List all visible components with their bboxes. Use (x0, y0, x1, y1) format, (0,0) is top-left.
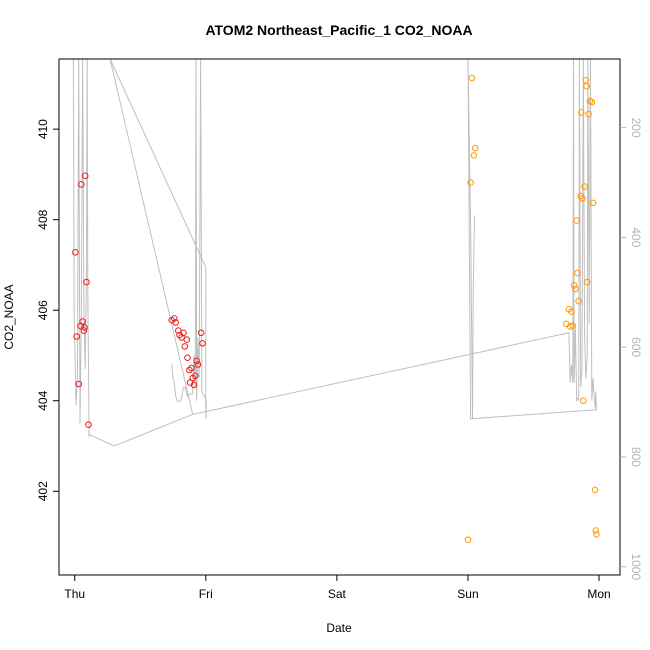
point-series2-25 (588, 98, 596, 106)
point-series2-22 (583, 278, 591, 286)
point-series1-0 (72, 249, 79, 256)
point-series1-21 (186, 366, 193, 374)
point-series1-1 (73, 333, 80, 340)
y2-axis: 200 400 600 800 1000 (620, 118, 643, 580)
y-tick-label-0: 402 (36, 481, 50, 501)
point-series1-29 (197, 329, 205, 337)
point-series1-25 (190, 381, 198, 389)
point-series1-7 (81, 324, 88, 331)
point-series1-5 (79, 318, 86, 325)
point-series2-26 (589, 199, 597, 207)
point-series1-8 (81, 172, 89, 180)
point-series2-17 (579, 195, 586, 202)
point-series2-2 (468, 74, 476, 82)
point-series2-28 (592, 527, 600, 534)
point-series2-0 (464, 536, 472, 544)
y-tick-label-2: 406 (36, 300, 50, 320)
y2-tick-label-3: 800 (629, 447, 643, 467)
point-series1-26 (192, 372, 199, 380)
point-series1-4 (78, 181, 85, 188)
data-points (72, 74, 600, 544)
y-tick-label-3: 408 (36, 209, 50, 229)
point-series2-21 (583, 82, 590, 90)
point-series2-1 (467, 179, 474, 186)
y2-tick-label-0: 200 (629, 118, 643, 138)
point-series2-9 (569, 322, 577, 329)
x-tick-label-4: Mon (587, 587, 610, 601)
point-series1-9 (83, 278, 90, 286)
point-series1-19 (183, 336, 191, 343)
y-tick-label-1: 404 (36, 390, 50, 410)
chart-title: ATOM2 Northeast_Pacific_1 CO2_NOAA (205, 22, 472, 38)
plot-frame (58, 58, 621, 576)
point-series2-19 (581, 183, 588, 190)
point-series2-11 (572, 285, 579, 293)
point-series2-23 (585, 110, 592, 118)
point-series2-4 (471, 144, 479, 152)
x-axis-label: Date (326, 621, 352, 635)
y2-tick-label-4: 1000 (629, 553, 643, 580)
point-series2-3 (470, 152, 478, 159)
point-series1-17 (180, 329, 187, 337)
point-series2-10 (570, 282, 578, 289)
y2-tick-label-1: 400 (629, 227, 643, 247)
point-series1-20 (184, 354, 191, 362)
y-axis: 402 404 406 408 410 (36, 119, 59, 501)
point-series1-6 (80, 327, 88, 334)
point-series2-12 (573, 217, 581, 224)
point-series2-14 (575, 297, 583, 305)
x-tick-label-1: Fri (199, 587, 213, 601)
y2-tick-label-2: 600 (629, 337, 643, 357)
y-tick-label-4: 410 (36, 119, 50, 139)
profile-line-1 (72, 58, 208, 447)
point-series1-10 (85, 421, 92, 429)
point-series1-18 (181, 343, 189, 350)
point-series1-23 (188, 364, 195, 372)
point-series1-27 (193, 357, 200, 365)
point-series1-30 (199, 340, 206, 347)
y-axis-label: CO2_NOAA (2, 284, 16, 349)
point-series1-28 (194, 361, 202, 368)
point-series2-13 (574, 269, 581, 277)
profile-lines (72, 58, 597, 447)
x-tick-label-3: Sun (457, 587, 478, 601)
point-series1-13 (172, 319, 179, 326)
x-tick-label-0: Thu (64, 587, 85, 601)
x-tick-label-2: Sat (328, 587, 347, 601)
point-series2-18 (580, 397, 587, 405)
point-series2-27 (591, 486, 599, 494)
point-series2-16 (578, 109, 585, 116)
profile-line-2 (193, 58, 597, 420)
x-axis: Thu Fri Sat Sun Mon (64, 575, 611, 601)
point-series2-8 (568, 308, 575, 315)
point-series2-29 (593, 531, 600, 538)
point-series1-2 (75, 380, 82, 388)
point-series1-12 (171, 315, 178, 322)
